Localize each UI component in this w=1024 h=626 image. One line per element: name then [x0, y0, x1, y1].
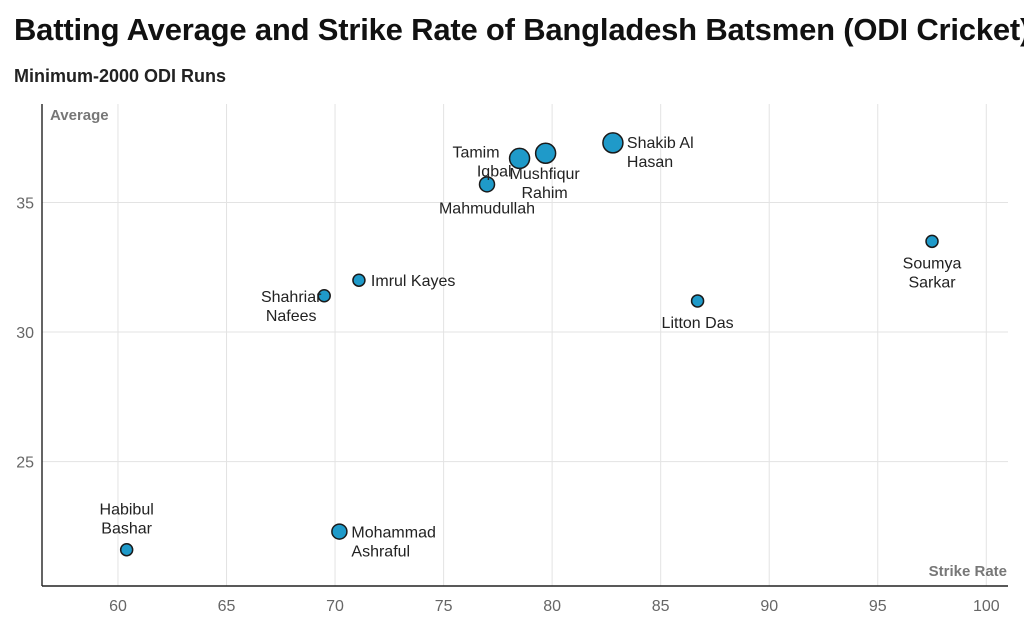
x-tick-label: 95	[869, 598, 887, 615]
data-point	[317, 289, 331, 303]
point-label: Mahmudullah	[439, 200, 535, 217]
chart-title: Batting Average and Strike Rate of Bangl…	[14, 12, 1024, 47]
data-point	[331, 523, 348, 540]
chart-subtitle: Minimum-2000 ODI Runs	[14, 66, 227, 86]
grid-lines	[42, 104, 1008, 586]
point-label: Shahriar Nafees	[261, 289, 322, 325]
point-label: Soumya Sarkar	[903, 255, 962, 291]
axes	[41, 104, 1008, 587]
x-tick-label: 65	[218, 598, 236, 615]
data-point	[690, 294, 705, 308]
x-tick-label: 60	[109, 598, 127, 615]
data-point	[925, 234, 939, 249]
tick-labels: 60 65 70 75 80 85 90 95 100 25 30 35	[16, 195, 1000, 615]
x-tick-label: 80	[543, 598, 561, 615]
data-point	[534, 142, 557, 164]
y-tick-label: 30	[16, 325, 34, 342]
point-label: Shakib Al Hasan	[627, 135, 694, 171]
data-point	[119, 542, 134, 557]
data-point	[352, 273, 366, 287]
point-label: Mushfiqur Rahim	[509, 166, 580, 202]
point-label: Tamim Iqbal	[452, 144, 511, 180]
y-axis-title: Average	[50, 107, 109, 124]
y-tick-label: 25	[16, 455, 34, 472]
point-label: Imrul Kayes	[371, 273, 455, 290]
point-label: Habibul Bashar	[100, 502, 154, 538]
data-point	[508, 147, 531, 170]
data-point	[602, 132, 624, 154]
x-axis-title: Strike Rate	[929, 563, 1007, 580]
data-points	[119, 132, 939, 557]
point-label: Mohammad Ashraful	[351, 525, 435, 561]
data-point	[478, 176, 496, 193]
point-label: Litton Das	[662, 315, 734, 332]
x-tick-label: 70	[326, 598, 344, 615]
x-tick-label: 75	[435, 598, 453, 615]
x-tick-label: 90	[760, 598, 778, 615]
x-tick-label: 85	[652, 598, 670, 615]
x-tick-label: 100	[973, 598, 1000, 615]
y-tick-label: 35	[16, 195, 34, 212]
